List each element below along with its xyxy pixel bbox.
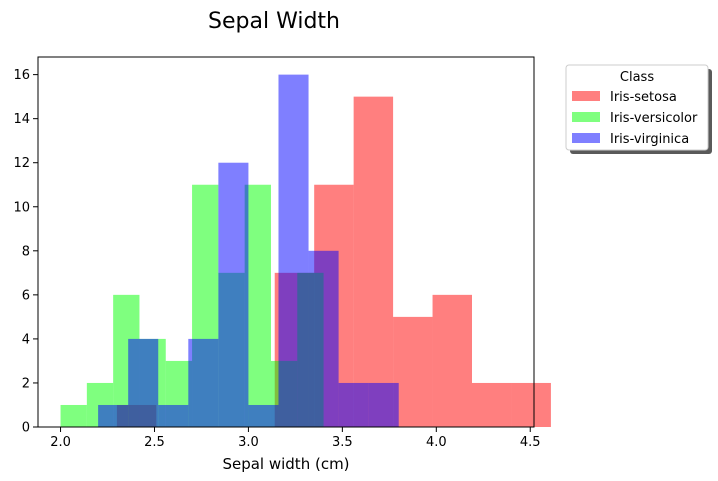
plot-frame: [37, 56, 535, 428]
x-tick-label: 3.5: [332, 435, 353, 450]
x-tick-label: 2.5: [144, 435, 165, 450]
x-tick-label: 3.0: [238, 435, 259, 450]
bar-iris-virginica: [218, 162, 249, 427]
bar-iris-virginica: [158, 404, 189, 427]
bar-iris-virginica: [98, 404, 129, 427]
x-axis: 2.0 2.5 3.0 3.5 4.0 4.5: [50, 427, 541, 450]
legend: Class Iris-setosa Iris-versicolor Iris-vir…: [565, 64, 712, 154]
legend-label: Iris-versicolor: [610, 111, 698, 126]
y-tick-label: 14: [13, 112, 30, 127]
legend-box: [565, 64, 709, 151]
y-tick-label: 2: [22, 376, 30, 391]
legend-swatch: [572, 133, 600, 143]
bar-iris-versicolor: [244, 184, 271, 427]
x-tick-label: 4.5: [520, 435, 541, 450]
y-tick-label: 10: [13, 200, 30, 215]
x-axis-label: Sepal width (cm): [222, 455, 349, 473]
bar-iris-virginica: [278, 74, 309, 427]
chart-title: Sepal Width: [208, 9, 340, 34]
legend-title: Class: [620, 70, 654, 85]
x-tick-label: 2.0: [50, 435, 71, 450]
bar-iris-virginica: [308, 250, 339, 427]
y-tick-label: 16: [13, 68, 30, 83]
legend-label: Iris-virginica: [610, 132, 689, 147]
x-tick-label: 4.0: [426, 435, 447, 450]
bar-iris-setosa: [393, 316, 433, 427]
y-tick-label: 4: [22, 332, 30, 347]
bar-iris-setosa: [472, 382, 512, 427]
legend-swatch: [572, 112, 600, 122]
y-axis: 0 2 4 6 8 10 12 14 16: [13, 68, 38, 436]
bar-iris-setosa: [353, 96, 394, 428]
bars-layer: [60, 74, 551, 428]
bar-iris-virginica: [338, 382, 369, 427]
bar-iris-setosa: [432, 294, 472, 427]
y-tick-label: 12: [13, 156, 30, 171]
legend-swatch: [572, 91, 600, 101]
bar-iris-virginica: [368, 382, 399, 427]
y-tick-label: 6: [22, 288, 30, 303]
legend-items: Iris-setosa Iris-versicolor Iris-virginica: [572, 90, 698, 147]
y-tick-label: 8: [22, 244, 30, 259]
y-tick-label: 0: [22, 421, 30, 436]
bar-iris-versicolor: [60, 404, 87, 427]
bar-iris-virginica: [248, 404, 279, 427]
legend-label: Iris-setosa: [610, 90, 677, 105]
bar-iris-virginica: [188, 338, 219, 427]
bar-iris-setosa: [511, 382, 551, 427]
bar-iris-virginica: [128, 338, 159, 427]
